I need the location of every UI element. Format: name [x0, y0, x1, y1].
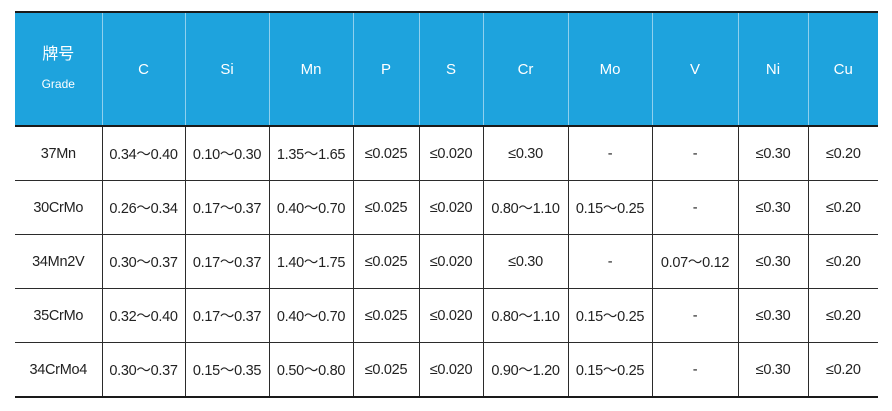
- grade-cell: 34Mn2V: [15, 234, 102, 289]
- grade-cell: 34CrMo4: [15, 342, 102, 398]
- value-cell: -: [567, 234, 652, 289]
- header-row: 牌号 Grade C Si Mn P S Cr Mo V Ni Cu: [15, 11, 878, 126]
- value-cell: ≤0.20: [807, 288, 878, 343]
- value-cell: 0.32～0.40: [101, 288, 185, 343]
- value-cell: ≤0.20: [807, 234, 878, 289]
- header-grade-zh: 牌号: [42, 46, 75, 63]
- value-cell: -: [651, 342, 738, 398]
- value-cell: 0.26～0.34: [101, 180, 185, 235]
- value-cell: ≤0.20: [807, 180, 878, 235]
- header-grade-en: Grade: [41, 77, 75, 91]
- value-cell: ≤0.30: [737, 125, 808, 181]
- value-cell: ≤0.025: [352, 342, 419, 398]
- header-mo: Mo: [567, 11, 652, 126]
- table-row: 34CrMo4 0.30～0.37 0.15～0.35 0.50～0.80 ≤0…: [15, 342, 878, 398]
- value-cell: ≤0.020: [418, 234, 483, 289]
- value-cell: 0.17～0.37: [184, 234, 269, 289]
- header-c: C: [101, 11, 185, 126]
- value-cell: ≤0.30: [737, 234, 808, 289]
- value-cell: -: [567, 125, 652, 181]
- value-cell: ≤0.20: [807, 125, 878, 181]
- grade-cell: 37Mn: [15, 125, 102, 181]
- value-cell: 0.10～0.30: [184, 125, 269, 181]
- grade-cell: 35CrMo: [15, 288, 102, 343]
- header-cr: Cr: [482, 11, 568, 126]
- header-cu: Cu: [807, 11, 878, 126]
- value-cell: 0.40～0.70: [268, 288, 353, 343]
- value-cell: ≤0.025: [352, 288, 419, 343]
- header-s: S: [418, 11, 483, 126]
- value-cell: 0.07～0.12: [651, 234, 738, 289]
- value-cell: ≤0.20: [807, 342, 878, 398]
- grade-cell: 30CrMo: [15, 180, 102, 235]
- value-cell: ≤0.020: [418, 342, 483, 398]
- value-cell: 0.30～0.37: [101, 234, 185, 289]
- chemical-composition-table: 牌号 Grade C Si Mn P S Cr Mo V Ni Cu 37Mn …: [15, 11, 878, 398]
- header-si: Si: [184, 11, 269, 126]
- value-cell: 0.30～0.37: [101, 342, 185, 398]
- value-cell: 0.50～0.80: [268, 342, 353, 398]
- value-cell: ≤0.30: [737, 342, 808, 398]
- value-cell: -: [651, 180, 738, 235]
- value-cell: ≤0.30: [482, 234, 568, 289]
- header-mn: Mn: [268, 11, 353, 126]
- value-cell: 0.17～0.37: [184, 180, 269, 235]
- value-cell: -: [651, 125, 738, 181]
- value-cell: 0.80～1.10: [482, 288, 568, 343]
- value-cell: 0.40～0.70: [268, 180, 353, 235]
- composition-table-container: 牌号 Grade C Si Mn P S Cr Mo V Ni Cu 37Mn …: [15, 11, 878, 398]
- value-cell: 0.17～0.37: [184, 288, 269, 343]
- header-ni: Ni: [737, 11, 808, 126]
- header-grade: 牌号 Grade: [15, 11, 102, 126]
- value-cell: 0.15～0.25: [567, 288, 652, 343]
- value-cell: ≤0.020: [418, 125, 483, 181]
- value-cell: 0.80～1.10: [482, 180, 568, 235]
- header-p: P: [352, 11, 419, 126]
- table-row: 37Mn 0.34～0.40 0.10～0.30 1.35～1.65 ≤0.02…: [15, 125, 878, 181]
- value-cell: -: [651, 288, 738, 343]
- value-cell: ≤0.025: [352, 125, 419, 181]
- value-cell: 0.15～0.25: [567, 180, 652, 235]
- table-row: 35CrMo 0.32～0.40 0.17～0.37 0.40～0.70 ≤0.…: [15, 288, 878, 343]
- value-cell: ≤0.025: [352, 234, 419, 289]
- value-cell: ≤0.020: [418, 288, 483, 343]
- value-cell: ≤0.025: [352, 180, 419, 235]
- value-cell: ≤0.020: [418, 180, 483, 235]
- value-cell: 0.34～0.40: [101, 125, 185, 181]
- value-cell: ≤0.30: [482, 125, 568, 181]
- table-row: 30CrMo 0.26～0.34 0.17～0.37 0.40～0.70 ≤0.…: [15, 180, 878, 235]
- header-v: V: [651, 11, 738, 126]
- table-row: 34Mn2V 0.30～0.37 0.17～0.37 1.40～1.75 ≤0.…: [15, 234, 878, 289]
- value-cell: 0.15～0.25: [567, 342, 652, 398]
- value-cell: 0.15～0.35: [184, 342, 269, 398]
- value-cell: ≤0.30: [737, 180, 808, 235]
- value-cell: 1.40～1.75: [268, 234, 353, 289]
- value-cell: ≤0.30: [737, 288, 808, 343]
- value-cell: 1.35～1.65: [268, 125, 353, 181]
- value-cell: 0.90～1.20: [482, 342, 568, 398]
